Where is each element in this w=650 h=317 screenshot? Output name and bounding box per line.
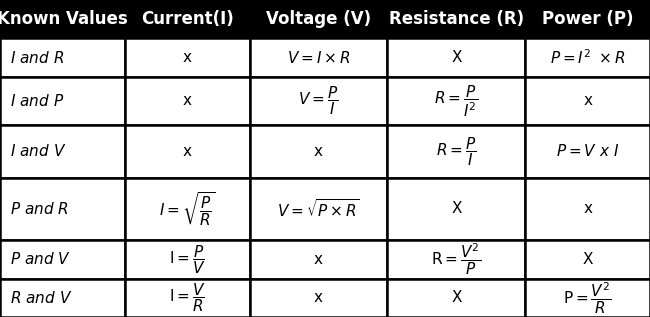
Text: $P = V\ x\ I$: $P = V\ x\ I$: [556, 143, 619, 159]
Bar: [0, 178, 125, 240]
Bar: [0, 279, 125, 317]
Text: X: X: [451, 201, 462, 216]
Text: X: X: [451, 50, 462, 65]
Bar: [387, 279, 525, 317]
Text: Current(I): Current(I): [141, 10, 233, 28]
Bar: [125, 0, 250, 38]
Text: x: x: [314, 144, 323, 159]
Text: x: x: [314, 252, 323, 267]
Text: $R = \dfrac{P}{I}$: $R = \dfrac{P}{I}$: [436, 135, 476, 168]
Text: $\mathit{I\ and\ V}$: $\mathit{I\ and\ V}$: [10, 143, 66, 159]
Bar: [387, 77, 525, 125]
Bar: [125, 77, 250, 125]
Text: $\mathit{P\ and\ V}$: $\mathit{P\ and\ V}$: [10, 251, 71, 267]
Text: x: x: [183, 93, 192, 108]
Bar: [525, 279, 650, 317]
Bar: [0, 77, 125, 125]
Bar: [0, 0, 125, 38]
Text: $\mathit{R\ and\ V}$: $\mathit{R\ and\ V}$: [10, 290, 73, 306]
Bar: [525, 77, 650, 125]
Bar: [125, 279, 250, 317]
Bar: [125, 38, 250, 77]
Text: $R = \dfrac{P}{I^{2}}$: $R = \dfrac{P}{I^{2}}$: [434, 83, 478, 119]
Bar: [387, 125, 525, 178]
Bar: [250, 38, 387, 77]
Text: x: x: [183, 144, 192, 159]
Text: x: x: [183, 50, 192, 65]
Bar: [0, 125, 125, 178]
Text: Voltage (V): Voltage (V): [266, 10, 371, 28]
Text: $V = \dfrac{P}{I}$: $V = \dfrac{P}{I}$: [298, 84, 339, 117]
Bar: [250, 0, 387, 38]
Text: $\mathrm{I} = \dfrac{P}{V}$: $\mathrm{I} = \dfrac{P}{V}$: [169, 243, 205, 276]
Bar: [387, 240, 525, 279]
Text: Power (P): Power (P): [542, 10, 633, 28]
Text: $\mathit{I\ and\ R}$: $\mathit{I\ and\ R}$: [10, 50, 64, 66]
Bar: [250, 125, 387, 178]
Bar: [125, 240, 250, 279]
Bar: [0, 240, 125, 279]
Bar: [125, 125, 250, 178]
Bar: [525, 125, 650, 178]
Bar: [250, 77, 387, 125]
Bar: [250, 279, 387, 317]
Text: $\mathit{P\ and\ R}$: $\mathit{P\ and\ R}$: [10, 201, 69, 217]
Bar: [387, 178, 525, 240]
Text: x: x: [583, 93, 592, 108]
Text: $\mathrm{P} = \dfrac{V^{2}}{R}$: $\mathrm{P} = \dfrac{V^{2}}{R}$: [564, 280, 612, 315]
Bar: [0, 38, 125, 77]
Text: $\mathit{I\ and\ P}$: $\mathit{I\ and\ P}$: [10, 93, 64, 109]
Bar: [525, 0, 650, 38]
Text: $\mathrm{I} = \dfrac{V}{R}$: $\mathrm{I} = \dfrac{V}{R}$: [169, 281, 205, 314]
Bar: [250, 178, 387, 240]
Text: $V = I\times R$: $V = I\times R$: [287, 50, 350, 66]
Text: Resistance (R): Resistance (R): [389, 10, 524, 28]
Text: X: X: [451, 290, 462, 305]
Text: x: x: [314, 290, 323, 305]
Text: Known Values: Known Values: [0, 10, 128, 28]
Bar: [125, 178, 250, 240]
Bar: [525, 38, 650, 77]
Text: $P = I^{2}\ \times R$: $P = I^{2}\ \times R$: [550, 48, 625, 67]
Text: x: x: [583, 201, 592, 216]
Text: X: X: [582, 252, 593, 267]
Bar: [250, 240, 387, 279]
Text: $\mathrm{R} = \dfrac{V^{2}}{P}$: $\mathrm{R} = \dfrac{V^{2}}{P}$: [431, 242, 482, 277]
Text: $I = \sqrt{\dfrac{P}{R}}$: $I = \sqrt{\dfrac{P}{R}}$: [159, 190, 216, 228]
Bar: [525, 178, 650, 240]
Text: $V = \sqrt{P \times R}$: $V = \sqrt{P \times R}$: [277, 198, 360, 220]
Bar: [387, 38, 525, 77]
Bar: [525, 240, 650, 279]
Bar: [387, 0, 525, 38]
